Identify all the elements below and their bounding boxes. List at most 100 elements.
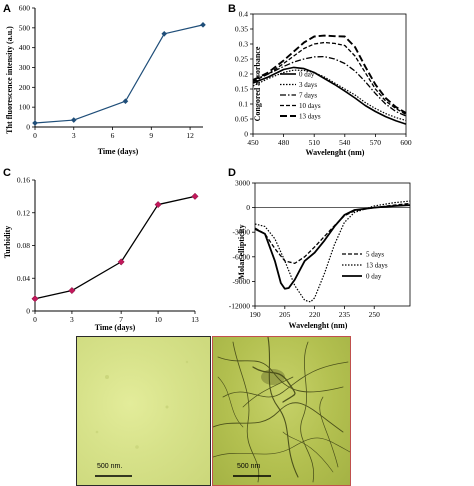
panel-a-ytick-label: 100 (19, 103, 31, 112)
panel-d-xtick-label: 190 (249, 310, 261, 319)
panel-b-legend-label: 13 days (299, 113, 321, 121)
panel-a-series-line (34, 24, 204, 124)
panel-d-xlabel: Wavelenght (nm) (289, 321, 348, 330)
panel-d-ytick-label: -6000 (233, 252, 251, 261)
panel-c-xtick-label: 13 (191, 315, 199, 324)
panel-d-xtick-label: 220 (309, 310, 321, 319)
panel-c-xtick-label: 3 (70, 315, 74, 324)
panel-b-letter: B (228, 3, 236, 15)
panel-b-series-line-7-days (252, 55, 407, 117)
micrograph-day-0: 500 nm. (76, 336, 211, 486)
panel-c-ytick-label: 0.08 (17, 241, 30, 250)
panel-b-series-line-10-days (252, 41, 407, 116)
panel-d-ytick-label: 0 (246, 203, 250, 212)
panel-d-xtick-label: 205 (279, 310, 291, 319)
panel-a-xtick-label: 12 (186, 131, 194, 140)
panel-d-ytick-label: -3000 (233, 228, 251, 237)
panel-c-ylabel: Turbidity (3, 226, 12, 259)
panel-a-xtick-label: 3 (72, 131, 76, 140)
panel-b-legend-label: 7 days (299, 92, 317, 100)
panel-b-legend-label: 10 days (299, 102, 321, 110)
panel-a-ytick-label: 400 (19, 43, 31, 52)
panel-b-ytick-label: 0.2 (239, 70, 249, 79)
micrograph-day-13: 500 nm (212, 336, 351, 486)
panel-a-data-point (70, 117, 77, 123)
panel-b-ytick-label: 0.3 (239, 40, 249, 49)
panel-c-ytick-label: 0 (26, 307, 30, 316)
scale-label-left: 500 nm. (97, 463, 123, 470)
panel-a-xtick-label: 6 (111, 131, 115, 140)
panel-a-ylabel: Tht fluorescence intensity (a.u.) (5, 26, 14, 134)
panel-b-ytick-label: 0.35 (235, 25, 248, 34)
panel-c-xtick-label: 7 (119, 315, 123, 324)
panel-d-xtick-label: 250 (369, 310, 381, 319)
panel-a-xtick-label: 9 (149, 131, 153, 140)
panel-c-data-point (31, 295, 39, 303)
panel-d-ytick-label: -9000 (233, 277, 251, 286)
panel-b-ytick-label: 0.1 (239, 100, 249, 109)
panel-b: B Congored absorbance Wavelenght (nm) 45… (228, 3, 412, 157)
panel-c-ytick-label: 0.04 (17, 274, 30, 283)
panel-b-xtick-label: 570 (370, 138, 382, 147)
panel-d-series-line-0-day (254, 204, 411, 290)
panel-d-ytick-label: 3000 (235, 179, 250, 188)
figure-charts: A Tht fluorescence intensity (a.u.) Time… (3, 3, 412, 332)
panel-b-ytick-label: 0.15 (235, 85, 248, 94)
panel-c-ytick-label: 0.16 (17, 176, 30, 185)
panel-c-series-line (34, 195, 196, 300)
panel-a-ytick-label: 600 (19, 4, 31, 13)
panel-b-xtick-label: 480 (278, 138, 290, 147)
panel-a-data-point (122, 98, 129, 105)
panel-c-data-point (117, 258, 125, 266)
panel-b-ytick-label: 0.4 (239, 10, 249, 19)
panel-b-ylabel: Congored absorbance (253, 46, 262, 121)
micrograph-right-fibrils (213, 337, 350, 483)
panel-a-letter: A (3, 3, 11, 15)
panel-d-series-line-13-days (254, 200, 411, 303)
panel-c-ytick-label: 0.12 (17, 208, 30, 217)
panel-c: C Turbidity Time (days) 0 3 7 10 13 0 0.04 0.08… (3, 167, 199, 332)
panel-d-letter: D (228, 167, 236, 179)
panel-a-xlabel: Time (days) (98, 147, 139, 156)
panel-a-xtick-label: 0 (33, 131, 37, 140)
panel-a-ytick-label: 200 (19, 83, 31, 92)
panel-c-data-point (154, 201, 162, 209)
panel-b-xtick-label: 510 (309, 138, 321, 147)
panel-a-data-point (200, 22, 206, 28)
panel-a-data-point (161, 30, 168, 37)
panel-d-legend-label: 0 day (366, 273, 382, 281)
panel-d-legend-label: 13 days (366, 262, 388, 270)
panel-b-xlabel: Wavelenght (nm) (306, 148, 365, 157)
micrograph-left-texture (95, 360, 189, 477)
panel-a-axes (34, 8, 203, 128)
panel-c-xlabel: Time (days) (95, 323, 136, 332)
panel-a-ytick-label: 500 (19, 23, 31, 32)
panel-a: A Tht fluorescence intensity (a.u.) Time… (3, 3, 206, 156)
panel-c-xtick-label: 0 (33, 315, 37, 324)
scale-label-right: 500 nm (237, 463, 261, 470)
panel-d-ytick-label: -12000 (229, 302, 250, 311)
panel-c-data-point (68, 286, 76, 295)
panel-b-ytick-label: 0 (244, 130, 248, 139)
panel-a-ytick-label: 300 (19, 63, 31, 72)
panel-d-frame (254, 182, 411, 307)
panel-b-series-line-3-days (252, 69, 407, 122)
panel-b-series-line-13-days (252, 34, 407, 114)
panel-b-ytick-label: 0.25 (235, 55, 248, 64)
panel-d-legend-label: 5 days (366, 251, 384, 259)
panel-b-ytick-label: 0.05 (235, 115, 248, 124)
panel-b-legend-label: 3 days (299, 81, 317, 89)
panel-c-xtick-label: 10 (154, 315, 162, 324)
panel-b-xtick-label: 540 (339, 138, 351, 147)
panel-b-xtick-label: 450 (247, 138, 259, 147)
panel-d-ylabel: Molar ellipticity (237, 224, 246, 279)
panel-d-series-line-5-days (254, 202, 411, 265)
panel-b-xtick-label: 600 (400, 138, 412, 147)
panel-c-letter: C (3, 167, 11, 179)
panel-c-axes (34, 180, 195, 312)
panel-c-data-point (191, 192, 199, 200)
panel-a-data-point (32, 120, 38, 126)
panel-b-series-line-0-day (252, 66, 407, 125)
panel-a-ytick-label: 0 (26, 123, 30, 132)
panel-d-xtick-label: 235 (339, 310, 351, 319)
